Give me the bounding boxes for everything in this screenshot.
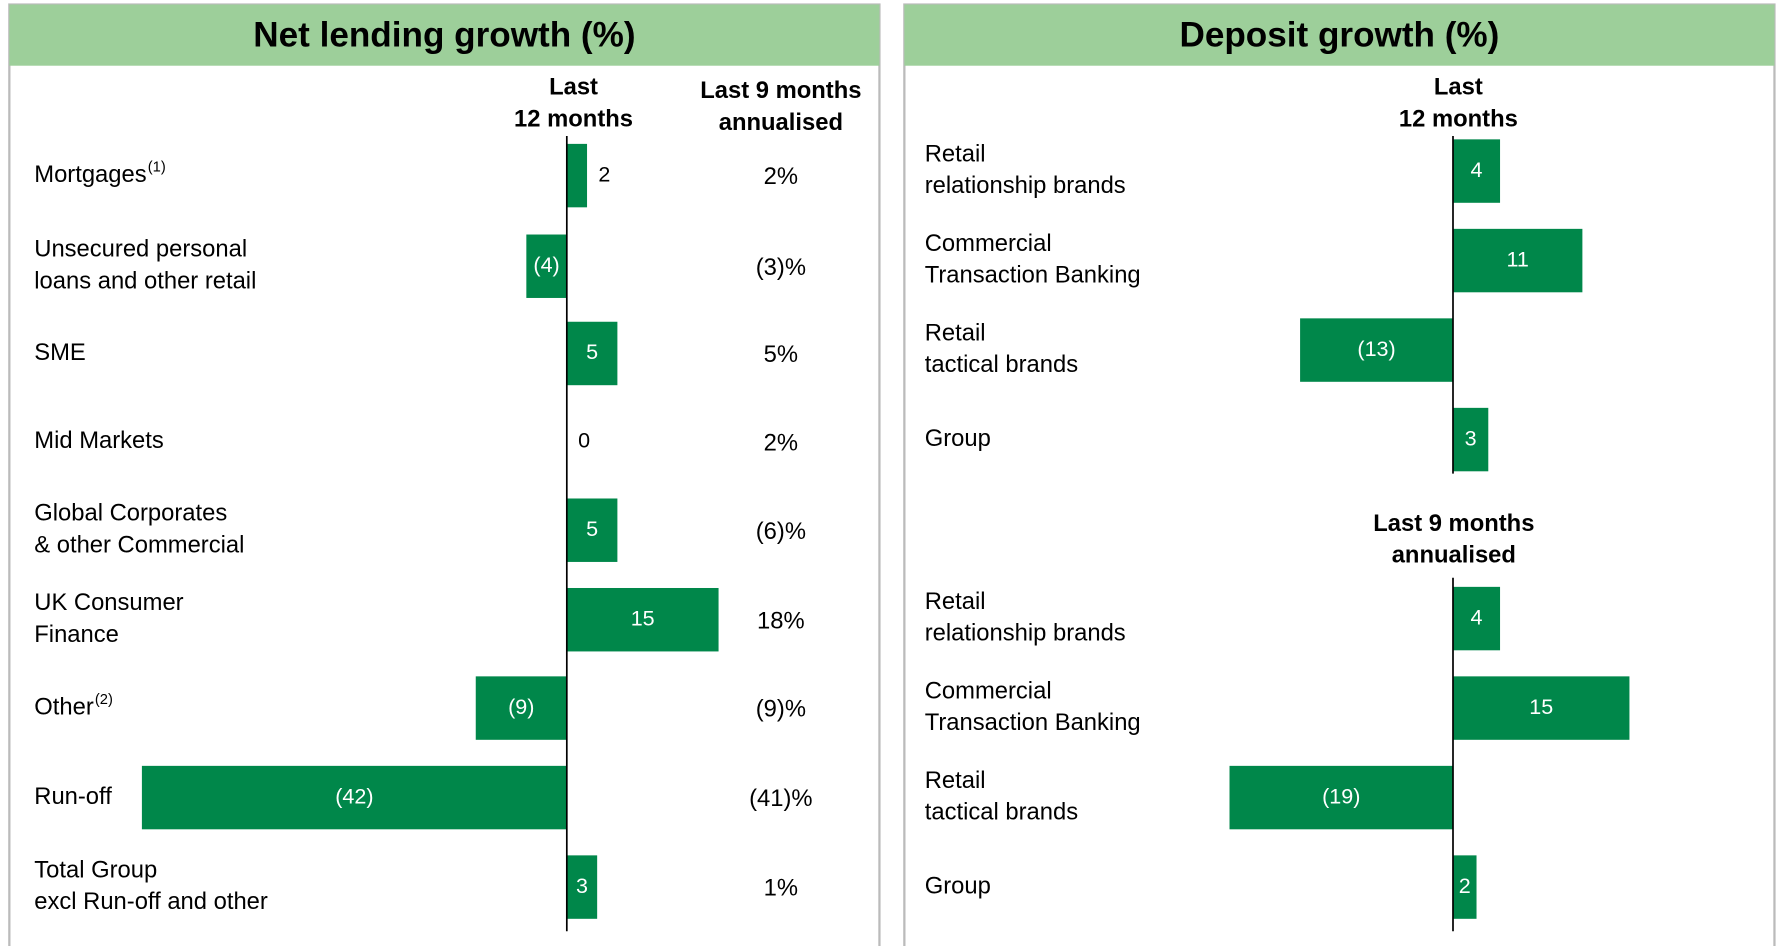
bar-value-label: (9) xyxy=(508,695,534,719)
value-text: 1% xyxy=(764,875,798,902)
panel-header xyxy=(904,4,1775,66)
panel-header xyxy=(9,4,880,66)
category-label: Group xyxy=(925,425,991,452)
bar xyxy=(1453,676,1630,740)
category-label: Retail xyxy=(925,767,986,794)
bar xyxy=(1229,765,1454,830)
bar xyxy=(1300,318,1454,382)
bar xyxy=(1453,586,1501,651)
bar xyxy=(566,321,618,386)
category-label: tactical brands xyxy=(925,799,1078,826)
category-label: excl Run-off and other xyxy=(34,888,268,915)
value-text: 2% xyxy=(764,163,798,190)
category-label: Finance xyxy=(34,621,119,648)
category-label: UK Consumer xyxy=(34,589,183,616)
bar-value-label: 11 xyxy=(1507,247,1529,271)
column-header: Last xyxy=(1434,74,1483,101)
category-label: Retail xyxy=(925,588,986,615)
category-label: Run-off xyxy=(34,783,112,810)
category-label: Global Corporates xyxy=(34,500,227,527)
column-header: annualised xyxy=(719,109,843,136)
bar xyxy=(141,765,567,830)
bar xyxy=(566,587,719,652)
category-label: Total Group xyxy=(34,857,157,884)
category-label: relationship brands xyxy=(925,620,1126,647)
category-label: Unsecured personal xyxy=(34,236,247,263)
category-label: Mortgages xyxy=(34,161,146,188)
column-header: Last 9 months xyxy=(700,77,861,104)
category-label: Commercial xyxy=(925,678,1052,705)
bar-value-label: 2 xyxy=(1459,874,1471,898)
value-text: 2% xyxy=(764,429,798,456)
category-label: Other xyxy=(34,693,94,720)
column-header: Last 9 months xyxy=(1373,510,1534,537)
value-text: (41)% xyxy=(749,785,812,812)
panel-title: Net lending growth (%) xyxy=(253,16,635,55)
bar-value-label: 0 xyxy=(578,429,590,453)
bar-value-label: (42) xyxy=(335,784,373,808)
category-label: Mid Markets xyxy=(34,427,164,454)
bar xyxy=(1453,407,1489,472)
category-label: tactical brands xyxy=(925,351,1078,378)
category-label: relationship brands xyxy=(925,172,1126,199)
footnote-mark: (1) xyxy=(148,160,166,176)
bar xyxy=(566,855,598,919)
bar-value-label: (13) xyxy=(1357,337,1395,361)
footnote-mark: (2) xyxy=(95,692,113,708)
category-label: SME xyxy=(34,339,86,366)
category-label: Transaction Banking xyxy=(925,262,1141,289)
category-label: loans and other retail xyxy=(34,267,256,294)
bar-value-label: 15 xyxy=(1529,695,1553,719)
bar-value-label: 5 xyxy=(586,340,598,364)
bar xyxy=(526,234,567,298)
bar-value-label: 4 xyxy=(1471,605,1483,629)
left-panel xyxy=(8,3,881,946)
bar xyxy=(475,676,567,740)
value-text: 18% xyxy=(757,607,805,634)
bar-value-label: 3 xyxy=(576,874,588,898)
bar xyxy=(566,143,588,208)
bar-value-label: (4) xyxy=(533,253,559,277)
bar xyxy=(566,498,618,562)
category-label: Transaction Banking xyxy=(925,709,1141,736)
category-label: Group xyxy=(925,872,991,899)
bar xyxy=(1453,228,1583,293)
value-text: (6)% xyxy=(756,518,806,545)
right-panel xyxy=(903,3,1776,946)
bar-value-label: 3 xyxy=(1465,426,1477,450)
bar-value-label: 2 xyxy=(598,162,610,186)
bar-value-label: 4 xyxy=(1471,158,1483,182)
column-header: 12 months xyxy=(514,105,633,132)
category-label: Commercial xyxy=(925,230,1052,257)
bar-value-label: (19) xyxy=(1322,784,1360,808)
bar xyxy=(1453,139,1501,203)
bar-value-label: 15 xyxy=(631,606,655,630)
category-label: Retail xyxy=(925,319,986,346)
value-text: 5% xyxy=(764,341,798,368)
value-text: (9)% xyxy=(756,696,806,723)
column-header: 12 months xyxy=(1399,105,1518,132)
category-label: & other Commercial xyxy=(34,531,244,558)
column-header: Last xyxy=(549,74,598,101)
bar-value-label: 5 xyxy=(586,517,598,541)
bar xyxy=(1453,855,1477,919)
value-text: (3)% xyxy=(756,254,806,281)
column-header: annualised xyxy=(1392,542,1516,569)
category-label: Retail xyxy=(925,140,986,167)
panel-title: Deposit growth (%) xyxy=(1179,16,1499,55)
